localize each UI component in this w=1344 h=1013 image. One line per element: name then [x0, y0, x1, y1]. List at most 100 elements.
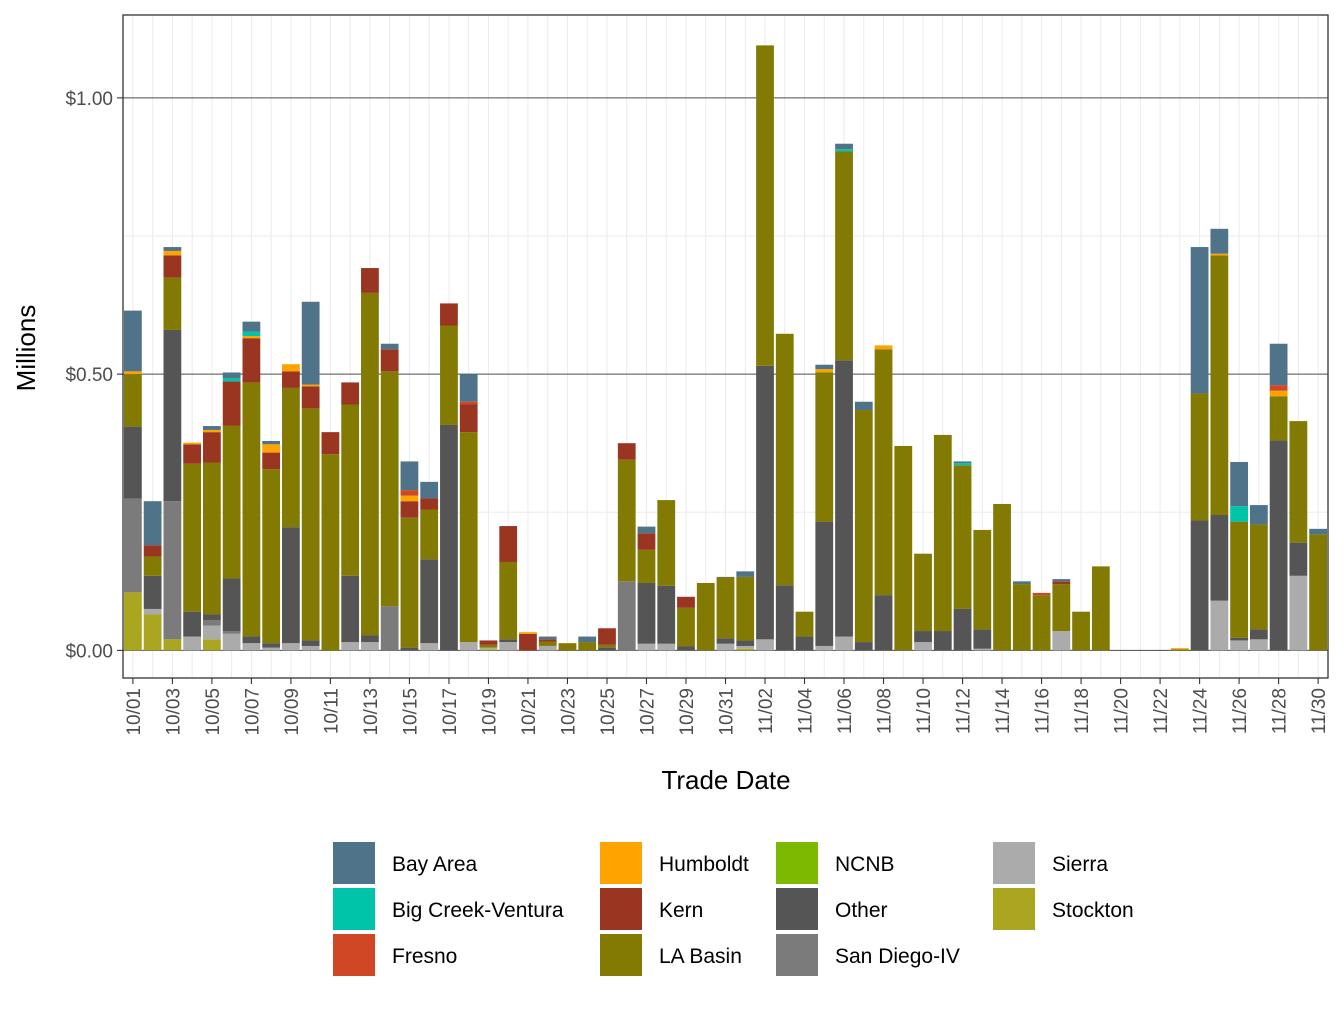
bar-segment-bay-area [400, 461, 419, 491]
bar-segment-kern [598, 628, 616, 645]
bar-segment-other [736, 640, 755, 646]
legend-item: San Diego-IV [776, 934, 960, 976]
bar-segment-bay-area [1012, 581, 1031, 585]
bar-segment-la-basin [1091, 566, 1110, 651]
bar-segment-bay-area [1210, 228, 1229, 254]
legend-label: Humboldt [659, 853, 749, 876]
legend-item: Kern [600, 888, 703, 930]
x-tick-label: 10/31 [717, 688, 738, 736]
bar-segment-la-basin [558, 643, 577, 651]
bar-segment-other [262, 643, 281, 648]
legend-swatch [776, 888, 818, 930]
bar-segment-la-basin [1269, 396, 1288, 441]
x-tick-label: 10/23 [559, 688, 580, 736]
bar-segment-sierra [479, 647, 498, 650]
bar-segment-sierra [242, 643, 261, 651]
legend-item: Humboldt [600, 842, 749, 884]
bar-segment-fresno [459, 401, 478, 405]
bar-segment-stockton [736, 648, 755, 651]
bar-segment-la-basin [815, 372, 834, 522]
bar-segment-kern [301, 386, 320, 409]
x-tick-label: 10/05 [203, 688, 224, 736]
legend-label: Fresno [392, 945, 457, 968]
x-tick-label: 11/10 [914, 688, 935, 734]
bar-segment-other [143, 575, 162, 609]
bar-segment-la-basin [696, 582, 715, 651]
bar-segment-bay-area [459, 374, 478, 402]
legend-item: NCNB [776, 842, 895, 884]
legend-swatch [776, 934, 818, 976]
legend-swatch [600, 842, 642, 884]
bar-segment-sierra [1249, 639, 1268, 651]
bar-segment-bay-area [637, 526, 656, 534]
bar-segment-sierra [1230, 640, 1248, 651]
bar-segment-other [854, 642, 873, 651]
bar-segment-humboldt [519, 632, 537, 634]
y-axis: $0.00 $0.50 $1.00 [65, 89, 123, 662]
bar-segment-fresno [400, 490, 419, 496]
bar-segment-sierra [657, 643, 676, 651]
x-tick-label: 10/15 [400, 688, 421, 736]
bar-segment-la-basin [1170, 649, 1189, 651]
bar-segment-sierra [341, 642, 360, 651]
legend-swatch [993, 842, 1035, 884]
x-tick-label: 10/29 [677, 688, 698, 736]
bar-segment-bay-area [143, 501, 162, 546]
legend-swatch [776, 842, 818, 884]
bar-segment-sierra [716, 643, 735, 651]
legend-label: LA Basin [659, 945, 742, 968]
bar-segment-sierra [973, 648, 992, 651]
bar-segment-bay-area [262, 440, 281, 445]
legend-swatch [333, 842, 375, 884]
bar-segment-sierra [499, 642, 518, 651]
bar-segment-sierra [143, 608, 162, 615]
bar-segment-bay-area [123, 310, 142, 372]
y-tick-label: $1.00 [65, 89, 113, 110]
bar-segment-bay-area [953, 461, 972, 464]
bar-segment-stockton [143, 614, 162, 651]
bar-segment-la-basin [183, 463, 202, 612]
x-tick-label: 11/22 [1151, 688, 1172, 734]
legend-swatch [333, 888, 375, 930]
bar-segment-bay-area [736, 571, 755, 577]
bar-segment-humboldt [301, 384, 320, 387]
bar-segment-sierra [301, 645, 320, 651]
bar-segment-la-basin [301, 408, 320, 641]
bar-segment-la-basin [736, 576, 755, 641]
bar-segment-other [953, 608, 972, 651]
bar-segment-bay-area [380, 343, 399, 350]
bar-segment-bay-area [203, 426, 221, 430]
x-tick-label: 10/17 [440, 688, 461, 736]
bar-segment-la-basin [854, 410, 873, 643]
legend-item: Big Creek-Ventura [333, 888, 564, 930]
bar-segment-other [242, 636, 261, 644]
bar-segment-kern [538, 639, 557, 642]
bar-segment-la-basin [1012, 584, 1031, 651]
bar-segment-kern [440, 303, 458, 326]
bar-segment-san-diego-iv [163, 501, 182, 640]
bar-segment-other [301, 640, 320, 646]
bar-segment-kern [459, 404, 478, 433]
legend: Bay Area Big Creek-Ventura Fresno Humboldt K… [333, 842, 1134, 976]
bar-segment-bay-area [222, 372, 241, 378]
bar-segment-kern [677, 596, 695, 608]
bar-segment-other [598, 647, 616, 651]
bar-segment-other [933, 631, 952, 651]
legend-item: Fresno [333, 934, 457, 976]
bar-segment-la-basin [1230, 521, 1248, 638]
bar-segment-la-basin [321, 454, 340, 651]
bar-segment-other [123, 426, 142, 499]
bar-segment-la-basin [123, 374, 142, 427]
bar-segment-la-basin [993, 503, 1011, 651]
bar-segment-humboldt [203, 429, 221, 433]
bar-segment-kern [262, 452, 281, 470]
legend-label: Kern [659, 899, 703, 922]
legend-label: Other [835, 899, 888, 922]
x-tick-label: 10/01 [124, 688, 145, 736]
bar-segment-la-basin [361, 292, 379, 636]
y-tick-label: $0.50 [65, 365, 113, 386]
bar-segment-other [795, 636, 814, 651]
bar-segment-kern [242, 338, 261, 383]
bar-segment-sierra [420, 643, 439, 651]
bar-segment-bay-area [1269, 343, 1288, 386]
